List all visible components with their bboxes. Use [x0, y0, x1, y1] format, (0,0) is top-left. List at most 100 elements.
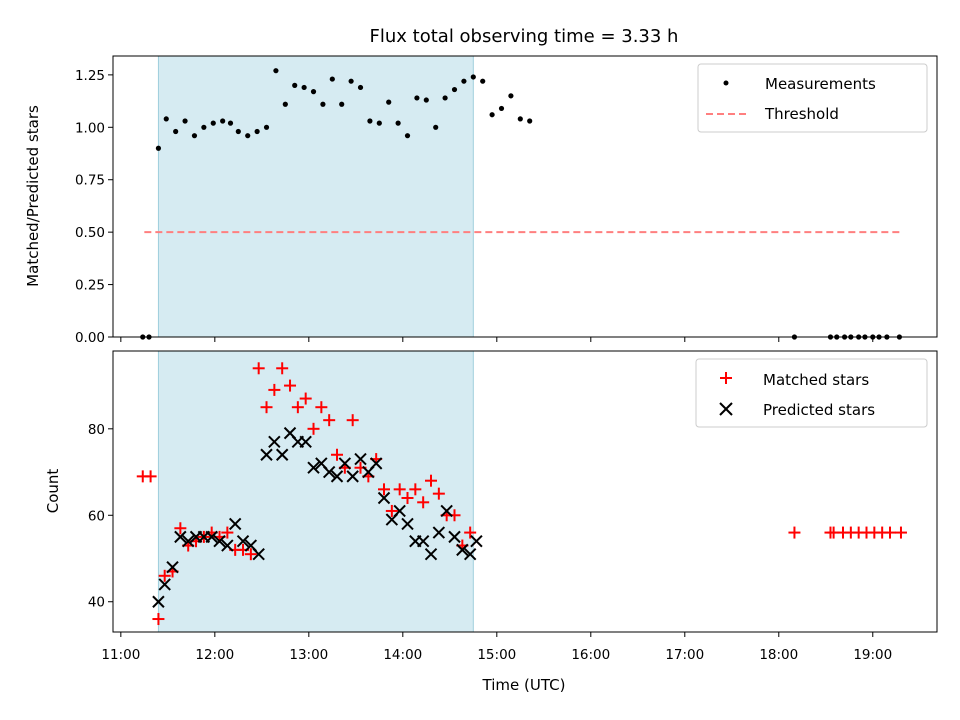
- top-y-ticks: 0.00 0.25 0.50 0.75 1.00 1.25: [75, 68, 113, 346]
- matched-star-point: [315, 401, 328, 414]
- predicted-star-point: [369, 457, 383, 470]
- x-tick-label: 16:00: [571, 647, 610, 663]
- top-axes-frame: [112, 55, 938, 338]
- x-tick-label: 14:00: [383, 647, 422, 663]
- matched-star-point: [268, 383, 281, 396]
- bottom-axes-frame: [112, 350, 938, 633]
- measurement-point: [480, 78, 486, 84]
- measurement-point: [423, 97, 429, 103]
- legend-plus-marker: [720, 372, 732, 384]
- predicted-star-point: [236, 535, 250, 548]
- predicted-star-point: [174, 530, 187, 544]
- measurement-point: [173, 128, 179, 135]
- measurement-point: [386, 99, 392, 105]
- predicted-star-point: [221, 539, 234, 552]
- measurement-point: [442, 95, 448, 101]
- measurement-point: [320, 101, 326, 107]
- y-tick-label: 0.00: [75, 330, 105, 346]
- top-marks: [140, 68, 903, 340]
- measurement-point: [191, 133, 198, 139]
- bottom-marks: [136, 362, 907, 626]
- measurement-point: [376, 120, 382, 126]
- top-y-axis-label: Matched/Predicted stars: [24, 105, 42, 287]
- matched-star-point: [276, 362, 289, 375]
- matched-star-point: [307, 422, 320, 435]
- top-panel: Flux total observing time = 3.33 h 0.00 0…: [24, 26, 938, 346]
- matched-star-point: [425, 474, 438, 487]
- predicted-star-point: [424, 547, 438, 561]
- matched-star-point: [291, 401, 304, 414]
- y-tick-label: 0.75: [75, 173, 105, 189]
- x-tick-label: 12:00: [195, 647, 234, 663]
- matched-star-point: [299, 392, 312, 405]
- x-axis-label: Time (UTC): [482, 676, 566, 694]
- predicted-star-point: [322, 465, 336, 479]
- predicted-star-point: [393, 504, 406, 518]
- measurement-point: [282, 101, 288, 107]
- matched-star-point: [884, 526, 897, 539]
- predicted-star-point: [268, 435, 281, 448]
- predicted-star-point: [275, 448, 289, 461]
- matched-star-point: [894, 526, 907, 539]
- x-tick-label: 13:00: [289, 647, 328, 663]
- top-legend[interactable]: Measurements Threshold: [697, 63, 928, 133]
- matched-star-point: [346, 414, 359, 427]
- legend-dot-marker: [723, 80, 729, 86]
- measurement-point: [329, 76, 335, 82]
- measurement-point: [517, 116, 523, 122]
- measurement-point: [357, 84, 364, 91]
- matched-star-point: [788, 526, 801, 539]
- y-tick-label: 1.00: [75, 120, 105, 136]
- measurement-point: [367, 118, 373, 124]
- x-tick-label: 11:00: [101, 647, 140, 663]
- measurement-point: [163, 116, 169, 122]
- predicted-star-point: [377, 491, 391, 505]
- legend-predicted-stars: Predicted stars: [763, 401, 875, 419]
- measurement-point: [414, 95, 420, 101]
- bottom-y-ticks: 40 60 80: [88, 422, 113, 611]
- x-tick-label: 18:00: [759, 647, 798, 663]
- predicted-star-point: [448, 530, 461, 544]
- measurement-point: [227, 120, 234, 126]
- measurement-point: [235, 128, 241, 135]
- predicted-star-point: [213, 535, 226, 548]
- predicted-star-point: [354, 452, 367, 466]
- predicted-star-point: [228, 517, 242, 531]
- predicted-star-point: [158, 578, 171, 591]
- predicted-star-point: [260, 448, 273, 461]
- top-legend-box: [697, 63, 928, 133]
- measurement-point: [254, 128, 260, 135]
- matched-star-point: [378, 483, 391, 496]
- predicted-star-point: [307, 461, 320, 474]
- measurement-point: [273, 68, 279, 74]
- x-tick-label: 19:00: [853, 647, 892, 663]
- bottom-legend[interactable]: Matched stars Predicted stars: [695, 358, 928, 428]
- legend-measurements: Measurements: [765, 75, 876, 93]
- predicted-star-point: [166, 560, 179, 574]
- x-tick-label: 15:00: [477, 647, 516, 663]
- measurement-point: [508, 93, 514, 99]
- predicted-star-point: [330, 470, 344, 483]
- measurement-point: [470, 74, 476, 80]
- matched-star-point: [152, 613, 165, 626]
- predicted-star-point: [299, 435, 312, 448]
- predicted-star-point: [252, 547, 265, 561]
- predicted-star-point: [432, 526, 446, 539]
- predicted-star-point: [338, 457, 352, 470]
- matched-star-point: [385, 504, 398, 517]
- measurement-point: [182, 118, 188, 124]
- chart-title: Flux total observing time = 3.33 h: [370, 26, 679, 47]
- measurement-point: [498, 105, 505, 112]
- matched-star-point: [284, 379, 297, 392]
- predicted-star-point: [463, 547, 477, 561]
- measurement-point: [292, 82, 298, 88]
- predicted-star-point: [440, 504, 453, 518]
- measurement-point: [301, 84, 307, 91]
- legend-x-marker: [719, 402, 733, 416]
- measurement-point: [404, 133, 411, 139]
- measurement-point: [451, 86, 458, 93]
- measurement-point: [220, 118, 226, 124]
- predicted-star-point: [346, 470, 359, 483]
- y-tick-label: 0.50: [75, 225, 105, 241]
